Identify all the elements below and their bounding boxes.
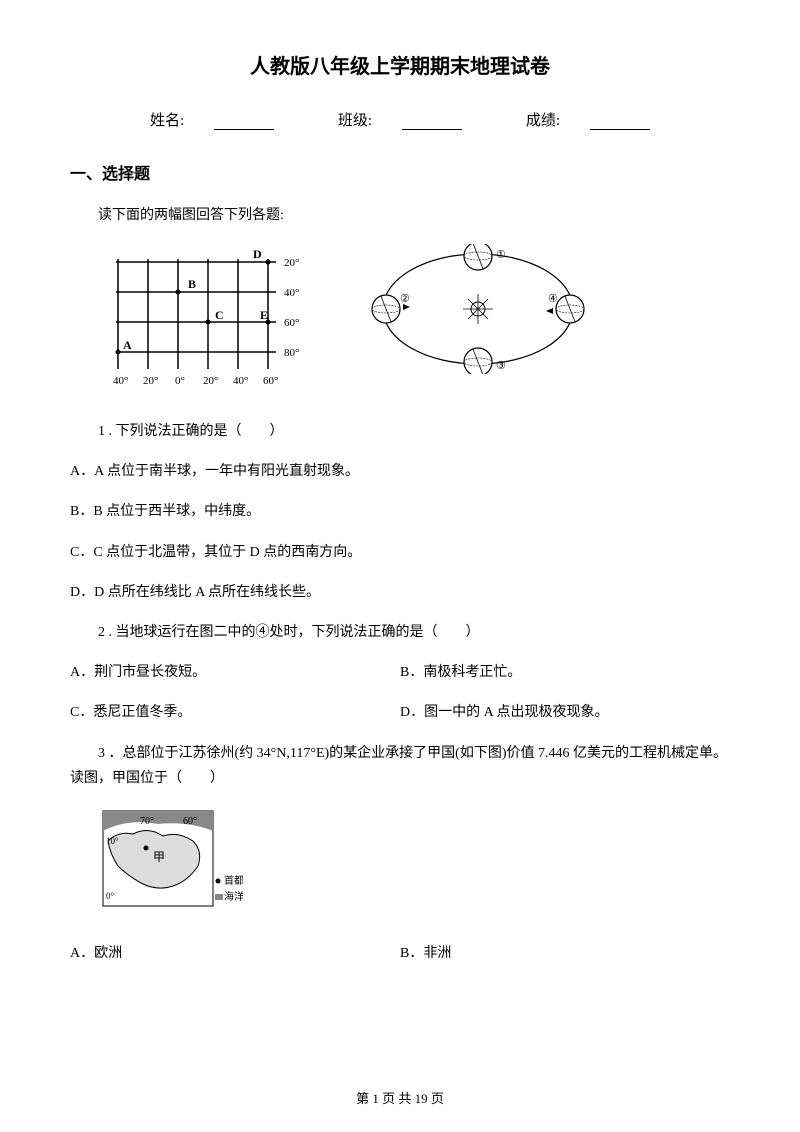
- svg-text:③: ③: [496, 360, 506, 372]
- instruction-text: 读下面的两幅图回答下列各题:: [98, 204, 730, 224]
- svg-text:70°: 70°: [140, 816, 154, 827]
- svg-text:首都: 首都: [224, 874, 243, 887]
- svg-text:60°: 60°: [263, 375, 278, 387]
- figure-orbit-map: ① ② ③ ④: [368, 244, 588, 374]
- page-title: 人教版八年级上学期期末地理试卷: [70, 50, 730, 79]
- q2-option-d: D．图一中的 A 点出现极夜现象。: [400, 700, 730, 725]
- name-blank[interactable]: [214, 114, 274, 130]
- figures-row: 20° 40° 60° 80° 40° 20° 0° 20° 40° 60° D…: [98, 244, 730, 394]
- svg-text:80°: 80°: [284, 347, 299, 359]
- q3-option-a: A．欧洲: [70, 941, 400, 966]
- svg-text:C: C: [215, 308, 224, 322]
- svg-text:0°: 0°: [175, 375, 185, 387]
- figure-grid-map: 20° 40° 60° 80° 40° 20° 0° 20° 40° 60° D…: [98, 244, 308, 394]
- svg-text:甲: 甲: [153, 850, 165, 864]
- q1-option-a: A．A 点位于南半球，一年中有阳光直射现象。: [70, 459, 730, 484]
- score-blank[interactable]: [590, 114, 650, 130]
- page-footer: 第 1 页 共 19 页: [0, 1088, 800, 1107]
- svg-text:10°: 10°: [106, 836, 119, 846]
- svg-text:20°: 20°: [143, 375, 158, 387]
- svg-text:40°: 40°: [233, 375, 248, 387]
- q2-options: A．荆门市昼长夜短。 B．南极科考正忙。 C．悉尼正值冬季。 D．图一中的 A …: [70, 660, 730, 740]
- svg-text:20°: 20°: [203, 375, 218, 387]
- figure-country-map: 70° 60° 10° 0° 甲 首都 海洋: [98, 806, 243, 926]
- q3-option-b: B．非洲: [400, 941, 730, 966]
- q2-stem: 2 . 当地球运行在图二中的④处时，下列说法正确的是（ ）: [98, 620, 730, 645]
- svg-text:①: ①: [496, 249, 506, 261]
- svg-text:A: A: [123, 338, 132, 352]
- svg-text:20°: 20°: [284, 257, 299, 269]
- svg-text:40°: 40°: [113, 375, 128, 387]
- svg-text:D: D: [253, 247, 262, 261]
- q2-option-a: A．荆门市昼长夜短。: [70, 660, 400, 685]
- svg-text:60°: 60°: [284, 317, 299, 329]
- svg-text:B: B: [188, 277, 196, 291]
- q1-stem: 1 . 下列说法正确的是（ ）: [98, 419, 730, 444]
- q1-option-d: D．D 点所在纬线比 A 点所在纬线长些。: [70, 580, 730, 605]
- class-blank[interactable]: [402, 114, 462, 130]
- q2-option-b: B．南极科考正忙。: [400, 660, 730, 685]
- q1-option-c: C．C 点位于北温带，其位于 D 点的西南方向。: [70, 540, 730, 565]
- q3-stem: 3 ．总部位于江苏徐州(约 34°N,117°E)的某企业承接了甲国(如下图)价…: [70, 741, 730, 791]
- svg-text:0°: 0°: [106, 891, 115, 901]
- score-label: 成绩:: [511, 113, 665, 129]
- section-heading: 一、选择题: [70, 160, 730, 184]
- svg-text:40°: 40°: [284, 287, 299, 299]
- q3-options: A．欧洲 B．非洲: [70, 941, 730, 981]
- q2-option-c: C．悉尼正值冬季。: [70, 700, 400, 725]
- svg-text:④: ④: [548, 293, 558, 305]
- q1-option-b: B．B 点位于西半球，中纬度。: [70, 499, 730, 524]
- name-label: 姓名:: [135, 113, 289, 129]
- svg-text:海洋: 海洋: [224, 890, 243, 903]
- svg-text:②: ②: [400, 293, 410, 305]
- class-label: 班级:: [323, 113, 477, 129]
- svg-text:60°: 60°: [183, 816, 197, 827]
- info-line: 姓名: 班级: 成绩:: [70, 109, 730, 130]
